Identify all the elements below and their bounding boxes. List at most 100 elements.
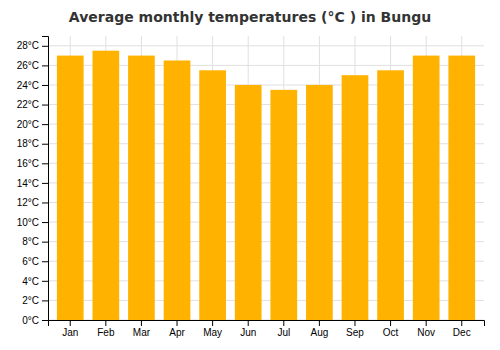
tick: 10°C [17,217,48,228]
tick: 28°C [17,40,48,51]
tick-label: Jan [62,327,78,338]
tick-label: 22°C [17,99,39,110]
tick: 8°C [22,236,48,247]
tick: Nov [417,320,435,338]
bar [270,90,297,320]
tick-label: 16°C [17,158,39,169]
tick-mark [319,320,320,326]
tick: Dec [453,320,471,338]
tick-label: Feb [97,327,115,338]
tick: May [203,320,222,338]
tick: 18°C [17,138,48,149]
tick-label: 14°C [17,178,39,189]
tick-label: 10°C [17,217,39,228]
tick-label: 26°C [17,60,39,71]
tick-mark [42,183,48,184]
tick: 12°C [17,197,48,208]
bar [199,70,226,320]
tick: Jun [240,320,256,338]
tick-label: Jun [240,327,256,338]
tick-mark [426,320,427,326]
tick: Aug [310,320,328,338]
tick-mark [42,163,48,164]
tick-mark [141,320,142,326]
tick-mark [42,222,48,223]
chart: 0°C 2°C 4°C 6°C 8°C 10°C 12°C 14°C 16°C 18°C 20°C 2… [0,0,500,350]
tick-mark [42,105,48,106]
tick-mark [42,202,48,203]
tick-label: Aug [310,327,328,338]
tick-mark [42,65,48,66]
x-axis: Jan Feb Mar Apr May Jun Jul Aug Sep Oct Nov Dec [49,320,485,338]
tick-label: Sep [346,327,364,338]
bar [128,56,155,320]
bar [164,60,191,320]
tick: 6°C [22,256,48,267]
bar [413,56,440,320]
tick-mark [283,320,284,326]
tick-label: 18°C [17,138,39,149]
title: Average monthly temperatures (°C ) in Bu… [69,9,431,25]
tick-mark [42,46,48,47]
tick: 20°C [17,119,48,130]
tick: Apr [169,320,185,338]
tick-mark [390,320,391,326]
bar [235,85,262,320]
bar [448,56,475,320]
y-axis: 0°C 2°C 4°C 6°C 8°C 10°C 12°C 14°C 16°C 18°C 20°C 2… [17,37,49,326]
tick-mark [42,124,48,125]
tick: Sep [346,320,364,338]
bar [377,70,404,320]
tick: Feb [97,320,115,338]
tick-label: Oct [383,327,399,338]
plot: 0°C 2°C 4°C 6°C 8°C 10°C 12°C 14°C 16°C 18°C 20°C 2… [17,36,485,338]
tick: Oct [383,320,399,338]
tick-mark [42,85,48,86]
tick-mark [354,320,355,326]
tick-mark [42,261,48,262]
tick-label: 0°C [22,315,39,326]
tick-mark [70,320,71,326]
bar [306,85,333,320]
grid [48,36,484,320]
tick-label: Jul [277,327,290,338]
tick-mark [42,281,48,282]
tick-label: 8°C [22,236,39,247]
tick: 26°C [17,60,48,71]
tick-mark [177,320,178,326]
bar [57,56,84,320]
tick-label: 28°C [17,40,39,51]
tick-mark [42,300,48,301]
tick-label: 6°C [22,256,39,267]
tick-mark [42,144,48,145]
tick-mark [212,320,213,326]
tick: 16°C [17,158,48,169]
tick-label: 20°C [17,119,39,130]
tick: 22°C [17,99,48,110]
tick-label: 2°C [22,295,39,306]
grid-line [48,45,484,46]
tick-label: May [203,327,222,338]
tick: Jul [277,320,290,338]
tick: Jan [62,320,78,338]
bars [57,51,475,320]
tick-mark [461,320,462,326]
tick: Mar [133,320,151,338]
tick: 2°C [22,295,48,306]
tick: 14°C [17,178,48,189]
tick-label: 24°C [17,80,39,91]
bar [92,51,119,320]
tick: 0°C [22,315,48,326]
axis-line [42,37,49,321]
axis-line [49,321,485,327]
tick-label: Mar [133,327,151,338]
tick-label: Dec [453,327,471,338]
tick-mark [42,242,48,243]
tick-label: Apr [169,327,185,338]
bar [342,75,369,320]
tick-label: Nov [417,327,435,338]
tick-mark [105,320,106,326]
tick: 4°C [22,276,48,287]
tick: 24°C [17,80,48,91]
tick-label: 4°C [22,276,39,287]
